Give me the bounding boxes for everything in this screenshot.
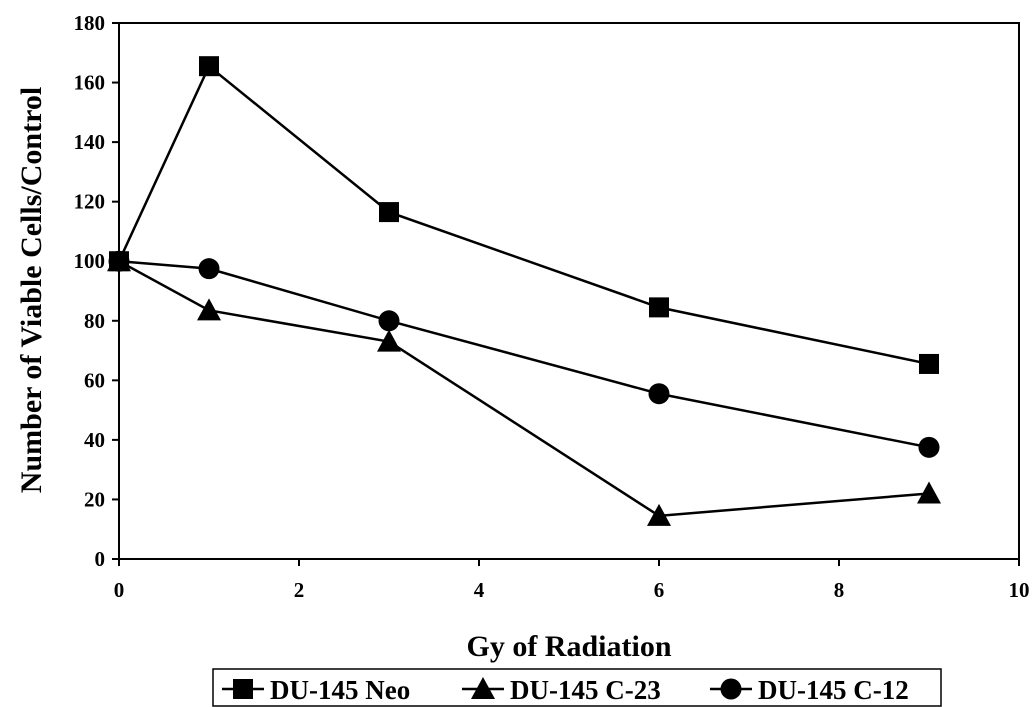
legend-item: DU-145 Neo: [222, 675, 410, 705]
series-layer: [107, 56, 941, 526]
legend-marker-circle: [720, 678, 742, 700]
x-axis-ticks: 0 2 4 6 8 10: [114, 559, 1030, 602]
legend-label: DU-145 C-23: [510, 675, 661, 705]
data-point-circle: [198, 258, 220, 280]
y-tick-label: 40: [84, 428, 105, 452]
legend-marker-square: [233, 679, 253, 699]
series-triangle: [107, 249, 941, 526]
x-tick-label: 0: [114, 578, 125, 602]
y-tick-label: 140: [74, 130, 106, 154]
legend-label: DU-145 C-12: [758, 675, 909, 705]
x-axis-title: Gy of Radiation: [466, 630, 671, 663]
y-axis-ticks: 0 20 40 60 80 100 120 140 160 180: [74, 11, 119, 571]
legend-item: DU-145 C-12: [710, 675, 909, 705]
x-tick-label: 8: [834, 578, 845, 602]
data-point-circle: [108, 250, 130, 272]
plot-area: [118, 22, 1020, 560]
legend: DU-145 Neo DU-145 C-23 DU-145 C-12: [222, 675, 909, 705]
data-point-square: [199, 56, 219, 77]
data-point-square: [379, 202, 399, 223]
legend-box: [212, 668, 942, 707]
data-point-triangle: [197, 298, 221, 321]
y-tick-label: 60: [84, 368, 105, 392]
data-point-triangle: [917, 481, 941, 504]
y-tick-label: 120: [74, 190, 106, 214]
series-circle: [108, 250, 940, 458]
y-tick-label: 80: [84, 309, 105, 333]
data-point-triangle: [377, 329, 401, 352]
data-point-circle: [648, 383, 670, 405]
x-tick-label: 6: [654, 578, 665, 602]
data-point-circle: [918, 436, 940, 458]
y-tick-label: 0: [95, 547, 106, 571]
data-point-square: [649, 297, 669, 318]
x-tick-label: 4: [474, 578, 485, 602]
y-tick-label: 180: [74, 11, 106, 35]
y-axis-title: Number of Viable Cells/Control: [15, 87, 48, 493]
legend-label: DU-145 Neo: [270, 675, 410, 705]
x-tick-label: 2: [294, 578, 305, 602]
y-tick-label: 160: [74, 71, 106, 95]
data-point-square: [919, 353, 939, 374]
y-tick-label: 100: [74, 249, 106, 273]
legend-item: DU-145 C-23: [462, 675, 661, 705]
data-point-circle: [378, 310, 400, 332]
x-tick-label: 10: [1009, 578, 1030, 602]
y-tick-label: 20: [84, 487, 105, 511]
legend-marker-triangle: [471, 677, 495, 699]
data-point-triangle: [647, 503, 671, 526]
